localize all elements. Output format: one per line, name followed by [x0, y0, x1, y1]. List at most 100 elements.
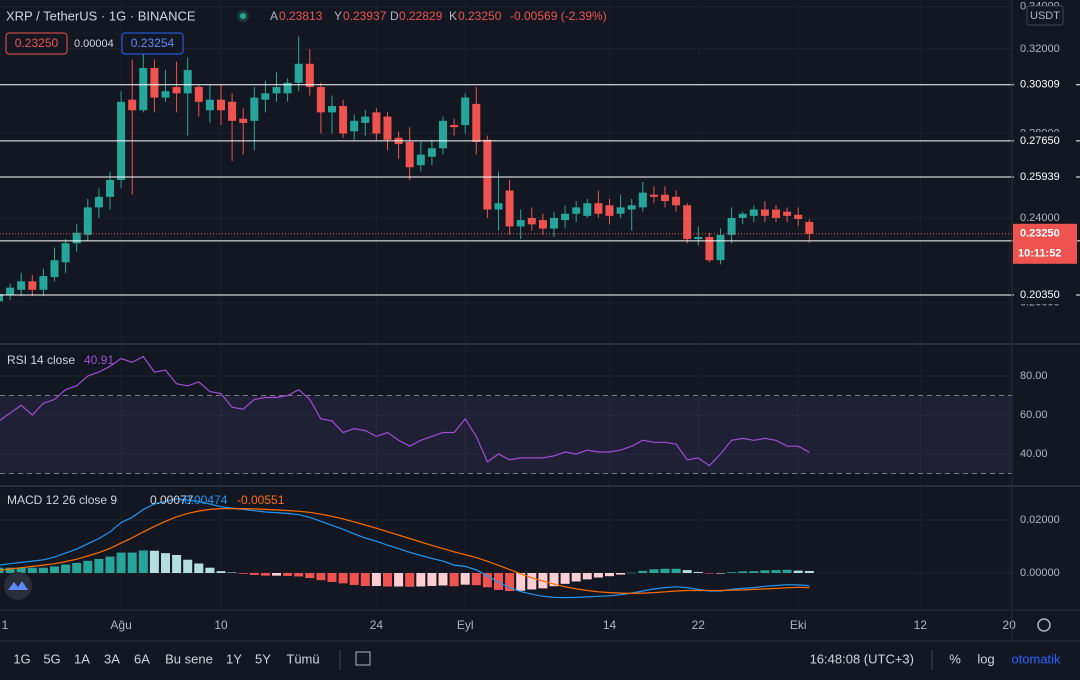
- candle-body: [372, 112, 381, 134]
- candle-body: [17, 281, 26, 290]
- histogram-bar: [738, 571, 748, 574]
- range-button[interactable]: 6A: [134, 651, 150, 666]
- legend-key: Y: [334, 9, 342, 23]
- legend-value: 0.23937: [343, 9, 387, 23]
- histogram-bar: [682, 570, 692, 574]
- histogram-bar: [471, 573, 481, 586]
- macd-line: [0, 498, 810, 599]
- candle-body: [217, 99, 225, 111]
- auto-toggle[interactable]: otomatik: [1011, 651, 1061, 666]
- candle-body: [0, 294, 3, 302]
- legend-value: 0.23250: [458, 9, 502, 23]
- histogram-bar: [216, 571, 226, 574]
- candle-body: [738, 213, 747, 218]
- candle-body: [594, 203, 603, 214]
- candle-body: [339, 106, 348, 134]
- candle-body: [538, 220, 547, 229]
- candle-body: [727, 217, 736, 235]
- candle-body: [561, 213, 570, 221]
- settings-icon[interactable]: [1037, 618, 1051, 632]
- legend-value: 0.23813: [279, 9, 323, 23]
- histogram-bar: [260, 573, 270, 576]
- status-dot: [240, 13, 246, 19]
- candle-body: [461, 97, 470, 126]
- candle-body: [516, 220, 525, 227]
- histogram-bar: [127, 552, 137, 574]
- histogram-bar: [294, 573, 304, 577]
- y-tick-label: 40.00: [1020, 448, 1048, 460]
- histogram-bar: [283, 573, 293, 576]
- candle-body: [527, 217, 536, 225]
- rsi-band: [0, 395, 1012, 474]
- histogram-bar: [105, 556, 115, 574]
- histogram-bar: [61, 564, 71, 574]
- legend-key: K: [449, 9, 457, 23]
- range-button[interactable]: 5G: [43, 651, 60, 666]
- date-range-icon[interactable]: [355, 651, 371, 666]
- histogram-bar: [727, 572, 737, 574]
- range-button[interactable]: 1Y: [226, 651, 242, 666]
- toolbar: [0, 641, 1080, 680]
- candle-body: [439, 120, 447, 149]
- histogram-bar: [194, 563, 204, 574]
- range-button[interactable]: Tümü: [286, 651, 319, 666]
- candle-body: [649, 194, 658, 197]
- currency-box[interactable]: [1026, 5, 1064, 26]
- percent-toggle[interactable]: %: [949, 651, 961, 666]
- candle-body: [716, 234, 725, 261]
- histogram-bar: [671, 568, 681, 574]
- candle-body: [50, 260, 59, 278]
- candle-body: [383, 116, 392, 140]
- histogram-bar: [405, 573, 415, 587]
- candle-body: [172, 87, 181, 94]
- range-button[interactable]: 5Y: [255, 651, 271, 666]
- range-button[interactable]: 3A: [104, 651, 120, 666]
- log-toggle[interactable]: log: [977, 651, 994, 666]
- clock[interactable]: 16:48:08 (UTC+3): [810, 651, 914, 666]
- ask-box[interactable]: [121, 32, 184, 55]
- y-tick-label: 0.02000: [1020, 514, 1060, 526]
- bid-box[interactable]: [5, 32, 68, 55]
- candle-body: [483, 139, 492, 210]
- histogram-bar: [793, 570, 803, 574]
- candle-body: [272, 87, 281, 94]
- candle-body: [194, 87, 203, 102]
- range-button[interactable]: 1A: [74, 651, 90, 666]
- logo: [4, 572, 32, 600]
- horizontal-line-label: 0.25939: [1020, 171, 1060, 183]
- macd-value: 0.00077: [150, 493, 194, 507]
- candle-body: [627, 205, 636, 210]
- candle-body: [205, 99, 214, 111]
- histogram-bar: [349, 573, 359, 585]
- y-tick-label: 60.00: [1020, 409, 1048, 421]
- candle-body: [283, 82, 292, 94]
- candle-body: [39, 276, 48, 290]
- histogram-bar: [360, 573, 370, 586]
- currency[interactable]: USDT: [1030, 10, 1060, 22]
- candle-body: [583, 203, 592, 216]
- histogram-bar: [16, 567, 26, 574]
- bid-price[interactable]: 0.23250: [15, 36, 59, 50]
- histogram-bar: [482, 573, 492, 588]
- range-button[interactable]: 1G: [13, 651, 30, 666]
- histogram-bar: [804, 570, 814, 574]
- histogram-bar: [94, 558, 104, 574]
- histogram-bar: [571, 573, 581, 582]
- histogram-bar: [638, 570, 648, 574]
- histogram-bar: [660, 568, 670, 574]
- legend-key: A: [270, 9, 278, 23]
- countdown: 10:11:52: [1018, 248, 1061, 260]
- candle-body: [106, 179, 114, 197]
- horizontal-line-label: 0.27650: [1020, 135, 1060, 147]
- candle-body: [416, 154, 425, 166]
- rsi-line: [0, 355, 810, 467]
- ask-price[interactable]: 0.23254: [131, 36, 175, 50]
- macd-value: -0.00474: [180, 493, 228, 507]
- histogram-bar: [161, 553, 170, 574]
- y-tick-label: 80.00: [1020, 370, 1048, 382]
- range-button[interactable]: Bu sene: [165, 651, 213, 666]
- histogram-bar: [249, 573, 259, 575]
- histogram-bar: [438, 573, 448, 586]
- histogram-bar: [527, 573, 537, 590]
